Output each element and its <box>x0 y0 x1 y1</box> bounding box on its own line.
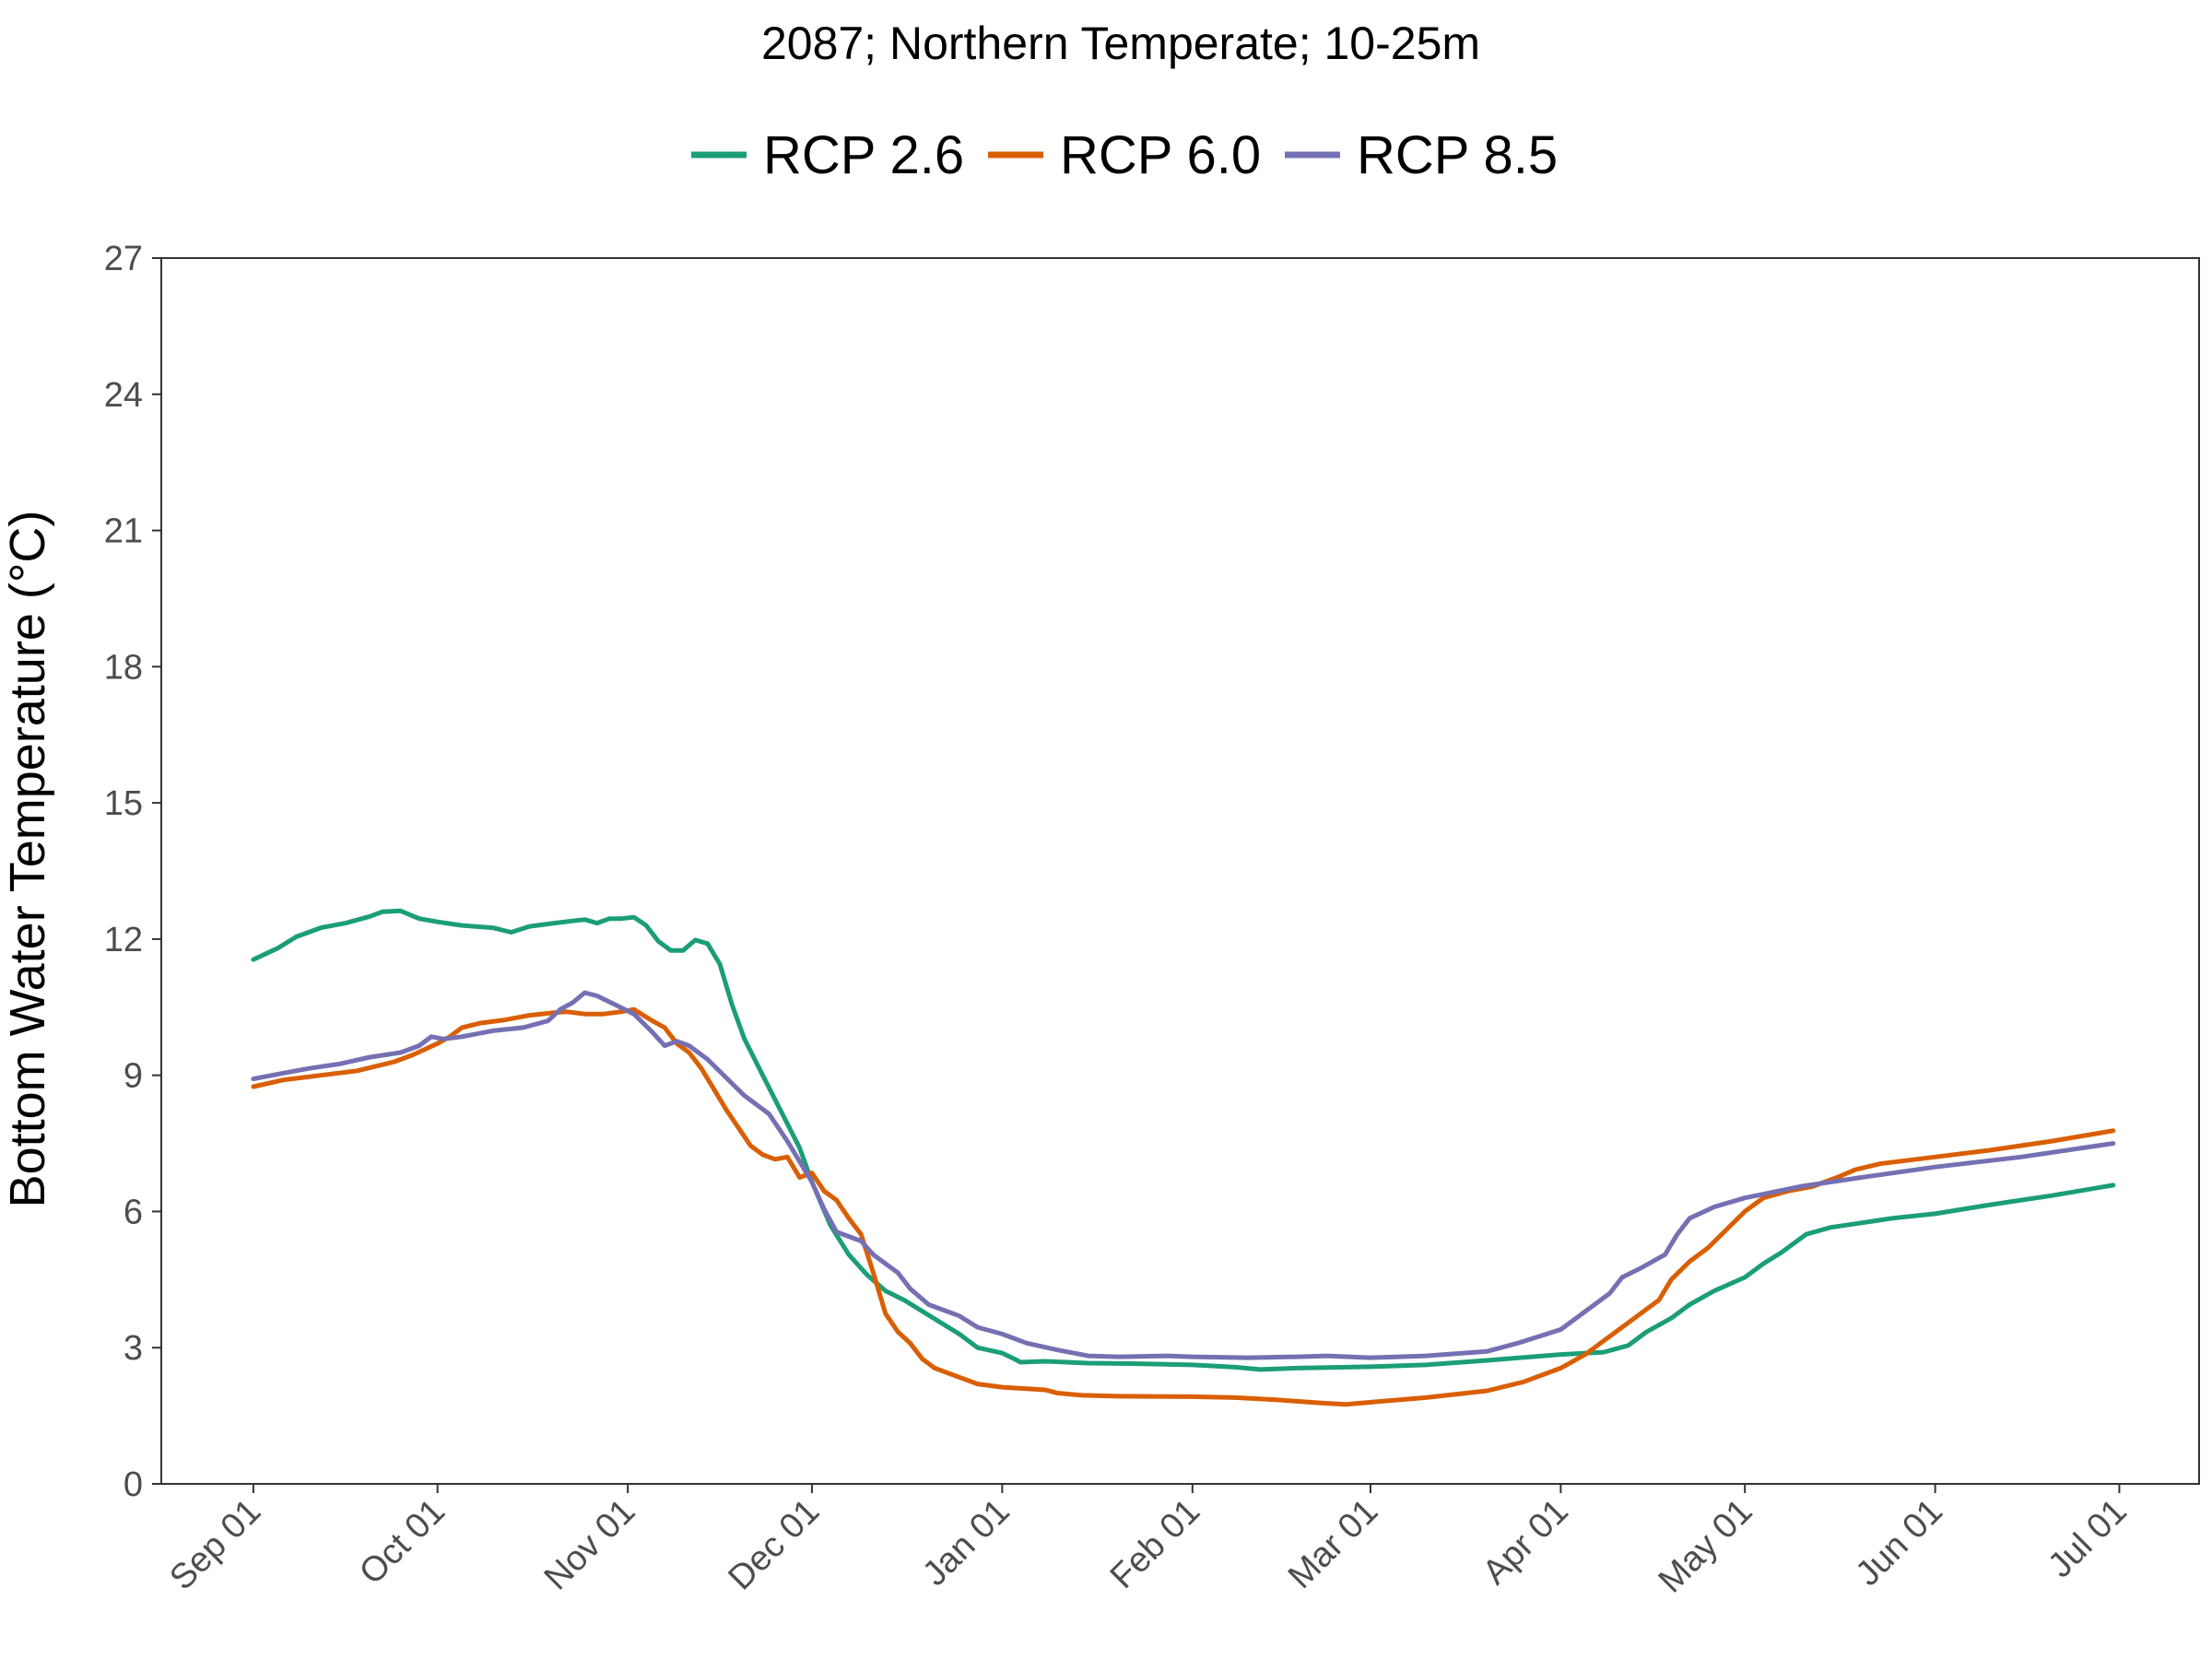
y-tick-label: 0 <box>124 1465 143 1504</box>
y-tick-label: 21 <box>104 512 143 551</box>
series-lines <box>251 908 2116 1407</box>
x-axis: Sep 01 Oct 01 Nov 01 Dec 01 Jan 01 Feb 01 Mar … <box>162 1484 2135 1601</box>
x-tick-label: Jan 01 <box>915 1492 1017 1594</box>
y-tick-label: 3 <box>124 1329 143 1368</box>
x-tick-label: Apr 01 <box>1476 1492 1576 1593</box>
series-line-rcp-8-5 <box>251 990 2116 1360</box>
y-tick-label: 6 <box>124 1193 143 1231</box>
x-tick-label: Jul 01 <box>2041 1492 2134 1585</box>
x-tick-label: Oct 01 <box>352 1492 453 1593</box>
x-tick-label: Mar 01 <box>1281 1492 1385 1596</box>
legend-label: RCP 6.0 <box>1060 125 1261 185</box>
x-tick-label: May 01 <box>1652 1492 1760 1601</box>
x-tick-label: Nov 01 <box>537 1492 643 1598</box>
legend-item: RCP 8.5 <box>1285 125 1558 185</box>
y-axis: 0 3 6 9 12 15 18 21 24 27 <box>104 240 161 1504</box>
x-tick-label: Sep 01 <box>162 1492 268 1598</box>
y-tick-label: 24 <box>104 376 143 415</box>
y-tick-label: 15 <box>104 784 143 823</box>
legend-item: RCP 2.6 <box>691 125 964 185</box>
x-tick-label: Dec 01 <box>721 1492 827 1598</box>
x-tick-label: Jun 01 <box>1849 1492 1950 1594</box>
legend-label: RCP 8.5 <box>1357 125 1558 185</box>
series-line-rcp-2-6 <box>251 908 2116 1372</box>
y-tick-label: 12 <box>104 921 143 959</box>
legend: RCP 2.6 RCP 6.0 RCP 8.5 <box>691 125 1558 185</box>
y-tick-label: 9 <box>124 1057 143 1096</box>
plot-panel <box>160 257 2200 1485</box>
y-tick-label: 18 <box>104 648 143 687</box>
y-axis-title: Bottom Water Temperature (°C) <box>0 511 55 1208</box>
legend-label: RCP 2.6 <box>763 125 964 185</box>
legend-item: RCP 6.0 <box>988 125 1261 185</box>
chart-title: 2087; Northern Temperate; 10-25m <box>761 18 1480 69</box>
y-tick-label: 27 <box>104 240 143 278</box>
x-tick-label: Feb 01 <box>1103 1492 1207 1596</box>
